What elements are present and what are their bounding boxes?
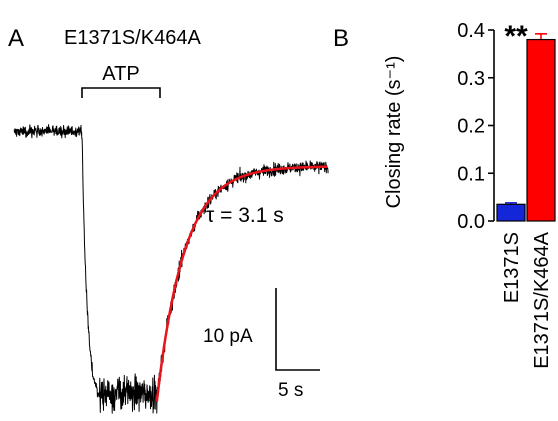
bar-0 xyxy=(496,203,526,222)
panel-a: A E1371S/K464A ATP τ = 3.1 s 10 pA 5 s xyxy=(8,25,329,414)
y-tick-label-3: 0.3 xyxy=(457,68,485,90)
y-tick-label-2: 0.2 xyxy=(457,116,485,138)
exponential-fit xyxy=(155,165,328,402)
x-category-labels: E1371S E1371S/K464A xyxy=(501,231,553,368)
bar-1 xyxy=(526,38,556,222)
y-tick-label-1: 0.1 xyxy=(457,163,485,185)
y-axis-ticks: 0.0 0.1 0.2 0.3 0.4 xyxy=(457,20,494,233)
x-category-label-1: E1371S/K464A xyxy=(531,231,553,368)
bars xyxy=(496,33,556,222)
x-category-label-0: E1371S xyxy=(501,232,523,303)
panel-a-letter: A xyxy=(8,25,24,52)
atp-bracket xyxy=(81,87,161,98)
y-tick-label-0: 0.0 xyxy=(457,211,485,233)
scale-bar xyxy=(275,288,320,371)
panel-b: B Closing rate (s⁻¹) 0.0 0.1 0.2 0.3 0.4 E13… xyxy=(333,20,556,369)
y-tick-label-4: 0.4 xyxy=(457,20,485,42)
panel-b-letter: B xyxy=(333,25,349,52)
significance-mark: ** xyxy=(504,20,528,53)
tau-label: τ = 3.1 s xyxy=(206,204,284,227)
scale-x-label: 5 s xyxy=(278,380,303,401)
panel-a-title: E1371S/K464A xyxy=(64,27,201,49)
atp-label: ATP xyxy=(102,63,139,85)
scale-y-label: 10 pA xyxy=(203,326,253,347)
y-axis-label: Closing rate (s⁻¹) xyxy=(383,56,405,209)
